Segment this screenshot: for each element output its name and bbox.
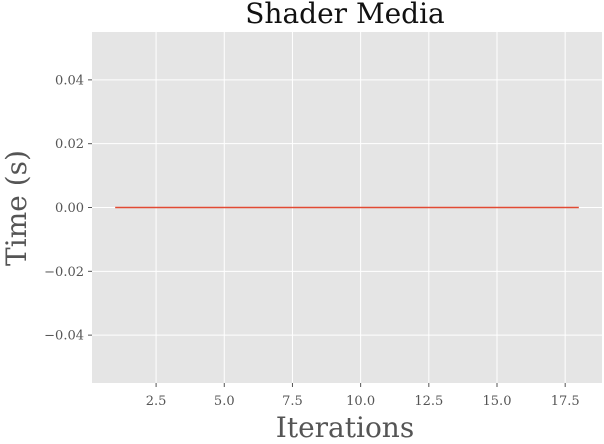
y-tick-label: 0.04 <box>55 73 84 88</box>
y-tick-label: −0.04 <box>44 329 84 344</box>
y-tick-label: 0.02 <box>55 137 84 152</box>
x-tick-label: 7.5 <box>282 394 303 409</box>
x-tick-label: 5.0 <box>214 394 235 409</box>
x-tick-label: 15.0 <box>483 394 512 409</box>
chart-title: Shader Media <box>245 0 445 30</box>
x-tick-label: 10.0 <box>346 394 375 409</box>
y-axis-label: Time (s) <box>0 150 33 266</box>
y-tick-label: −0.02 <box>44 265 84 280</box>
x-tick-label: 17.5 <box>551 394 580 409</box>
x-tick-label: 2.5 <box>146 394 167 409</box>
x-tick-label: 12.5 <box>414 394 443 409</box>
y-tick-label: 0.00 <box>55 201 84 216</box>
x-axis-ticks: 2.5 5.0 7.5 10.0 12.5 15.0 17.5 <box>146 383 580 409</box>
y-axis-ticks: −0.04 −0.02 0.00 0.02 0.04 <box>44 73 92 344</box>
x-axis-label: Iterations <box>276 411 414 444</box>
